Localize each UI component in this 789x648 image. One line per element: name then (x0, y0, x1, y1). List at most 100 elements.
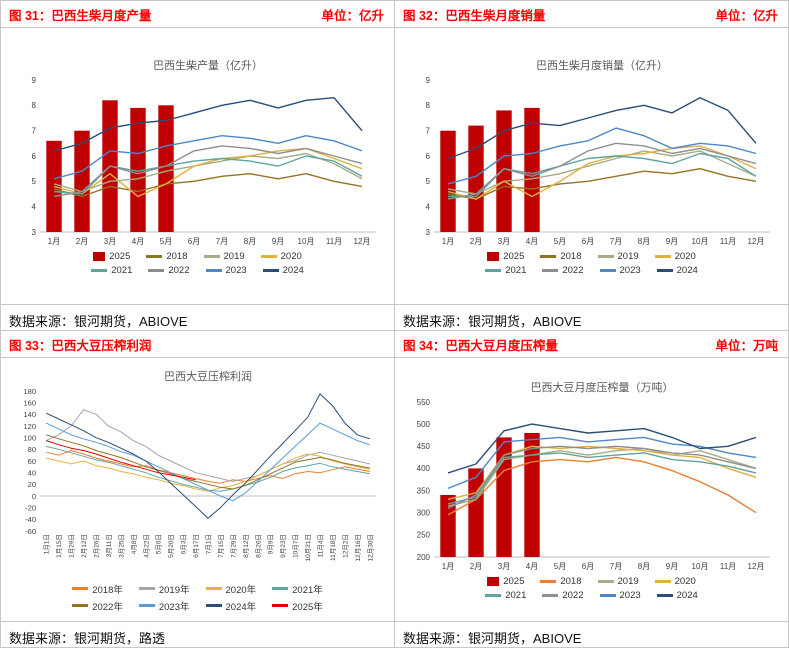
legend-label: 2018年 (92, 584, 123, 596)
svg-text:9月: 9月 (665, 237, 677, 246)
legend-row: 2025 2018 2019 2020 (399, 251, 784, 262)
svg-text:6: 6 (425, 152, 430, 161)
chart-legend: 2025 2018 2019 2020 2021 2022 2023 2024 (5, 248, 390, 276)
legend-item-2021: 2021 (485, 590, 526, 601)
svg-text:300: 300 (416, 509, 430, 518)
data-source: 数据来源：银河期货，ABIOVE (9, 314, 188, 329)
legend-item-2022: 2022 (148, 265, 190, 276)
svg-text:10月21日: 10月21日 (304, 534, 312, 561)
legend-item-2019: 2019 (597, 251, 639, 262)
svg-text:6月17日: 6月17日 (192, 534, 200, 558)
svg-text:7: 7 (31, 126, 36, 135)
svg-text:8: 8 (31, 101, 36, 110)
unit-label: 单位：亿升 (715, 9, 778, 23)
legend-item-2020: 2020 (654, 251, 696, 262)
legend-item-2023: 2023 (205, 265, 247, 276)
panel-header: 图 31：巴西生柴月度产量 单位：亿升 (1, 1, 394, 28)
svg-text:140: 140 (23, 410, 36, 419)
svg-text:550: 550 (416, 398, 430, 407)
legend-label: 2023 (619, 265, 641, 276)
legend-label: 2020年 (225, 584, 257, 596)
svg-text:1月: 1月 (441, 562, 453, 571)
legend-label: 2023年 (158, 601, 190, 613)
svg-text:4月22日: 4月22日 (142, 534, 150, 558)
panel-header: 图 33：巴西大豆压榨利润 (1, 331, 394, 358)
legend-item-2020年: 2020年 (205, 582, 257, 596)
legend-swatch (487, 252, 500, 261)
svg-text:巴西生柴月度销量（亿升）: 巴西生柴月度销量（亿升） (536, 58, 668, 72)
svg-text:3月: 3月 (497, 237, 509, 246)
legend-item-2018年: 2018年 (72, 582, 123, 596)
chart-figure: 巴西生柴月度销量（亿升） 3 4 5 6 7 8 9 1月 2月 3月 4月 5月 6月 7月 8月 9月 10月… (395, 28, 788, 305)
legend-item-2025年: 2025年 (272, 599, 323, 613)
panel-fig34: 图 34：巴西大豆月度压榨量 单位：万吨 巴西大豆月度压榨量（万吨） 200 250… (395, 331, 789, 648)
legend-label: 2019 (617, 576, 639, 587)
legend-row: 2025 2018 2019 2020 (5, 251, 390, 262)
legend-label: 2018 (560, 251, 582, 262)
legend-label: 2021年 (292, 584, 323, 596)
svg-text:4: 4 (425, 202, 430, 211)
legend-swatch (138, 587, 155, 590)
svg-text:5月6日: 5月6日 (154, 534, 162, 554)
legend-row: 2022年 2023年 2024年 2025年 (5, 599, 390, 613)
svg-text:5月20日: 5月20日 (167, 534, 175, 558)
svg-text:120: 120 (23, 421, 36, 430)
figure-label: 图 33：巴西大豆压榨利润 (9, 339, 152, 353)
svg-text:巴西大豆月度压榨量（万吨）: 巴西大豆月度压榨量（万吨） (530, 380, 673, 394)
legend-item-2023: 2023 (599, 590, 641, 601)
svg-text:400: 400 (416, 464, 430, 473)
svg-text:-40: -40 (25, 515, 36, 524)
svg-text:4月: 4月 (525, 237, 537, 246)
svg-text:12月: 12月 (747, 562, 764, 571)
svg-text:3月: 3月 (497, 562, 509, 571)
svg-text:250: 250 (416, 531, 430, 540)
legend-swatch (599, 269, 616, 272)
legend-label: 2025 (109, 251, 131, 262)
legend-label: 2024年 (225, 601, 257, 613)
svg-text:5: 5 (31, 177, 36, 186)
svg-text:7月: 7月 (215, 237, 227, 246)
svg-text:8月12日: 8月12日 (241, 534, 249, 558)
chart-figure: 巴西大豆压榨利润 -60 -40 -20 0 20 40 60 80 100 120 140 160 18… (1, 358, 394, 622)
legend-item-2022: 2022 (542, 265, 584, 276)
svg-text:40: 40 (27, 468, 35, 477)
svg-text:5月: 5月 (553, 562, 565, 571)
svg-text:2月26日: 2月26日 (92, 534, 100, 558)
legend-item-2020: 2020 (654, 576, 696, 587)
svg-text:3: 3 (31, 228, 36, 237)
svg-text:1月: 1月 (441, 237, 453, 246)
legend-item-2019年: 2019年 (138, 582, 190, 596)
legend-swatch (260, 255, 277, 258)
legend-swatch (272, 587, 289, 590)
legend-swatch (654, 580, 671, 583)
svg-text:9: 9 (425, 76, 430, 85)
legend-label: 2024 (676, 265, 698, 276)
legend-item-2025: 2025 (487, 251, 524, 262)
svg-text:160: 160 (23, 398, 36, 407)
legend-swatch (72, 604, 89, 607)
legend-swatch (487, 577, 500, 586)
svg-text:1月15日: 1月15日 (55, 534, 63, 558)
svg-text:0: 0 (31, 491, 35, 500)
svg-text:7月15日: 7月15日 (216, 534, 224, 558)
svg-text:12月: 12月 (353, 237, 370, 246)
svg-text:7: 7 (425, 126, 430, 135)
legend-label: 2023 (619, 590, 641, 601)
legend-swatch (205, 587, 222, 590)
svg-text:6月: 6月 (581, 562, 593, 571)
svg-text:500: 500 (416, 420, 430, 429)
legend-swatch (656, 594, 673, 597)
legend-label: 2020 (674, 576, 696, 587)
legend-item-2018: 2018 (540, 251, 582, 262)
svg-text:8月: 8月 (637, 237, 649, 246)
legend-item-2019: 2019 (203, 251, 245, 262)
chart-figure: 巴西生柴产量（亿升） 3 4 5 6 7 8 9 1月 2月 3月 4月 5月 6月 7月 8月 9月 10月 11… (1, 28, 394, 305)
svg-text:350: 350 (416, 486, 430, 495)
legend-swatch (656, 269, 673, 272)
data-source: 数据来源：银河期货，路透 (9, 631, 166, 646)
legend-label: 2020 (674, 251, 696, 262)
svg-text:7月1日: 7月1日 (204, 534, 212, 554)
svg-text:8: 8 (425, 101, 430, 110)
svg-text:巴西生柴产量（亿升）: 巴西生柴产量（亿升） (153, 58, 263, 72)
legend-label: 2018 (166, 251, 188, 262)
